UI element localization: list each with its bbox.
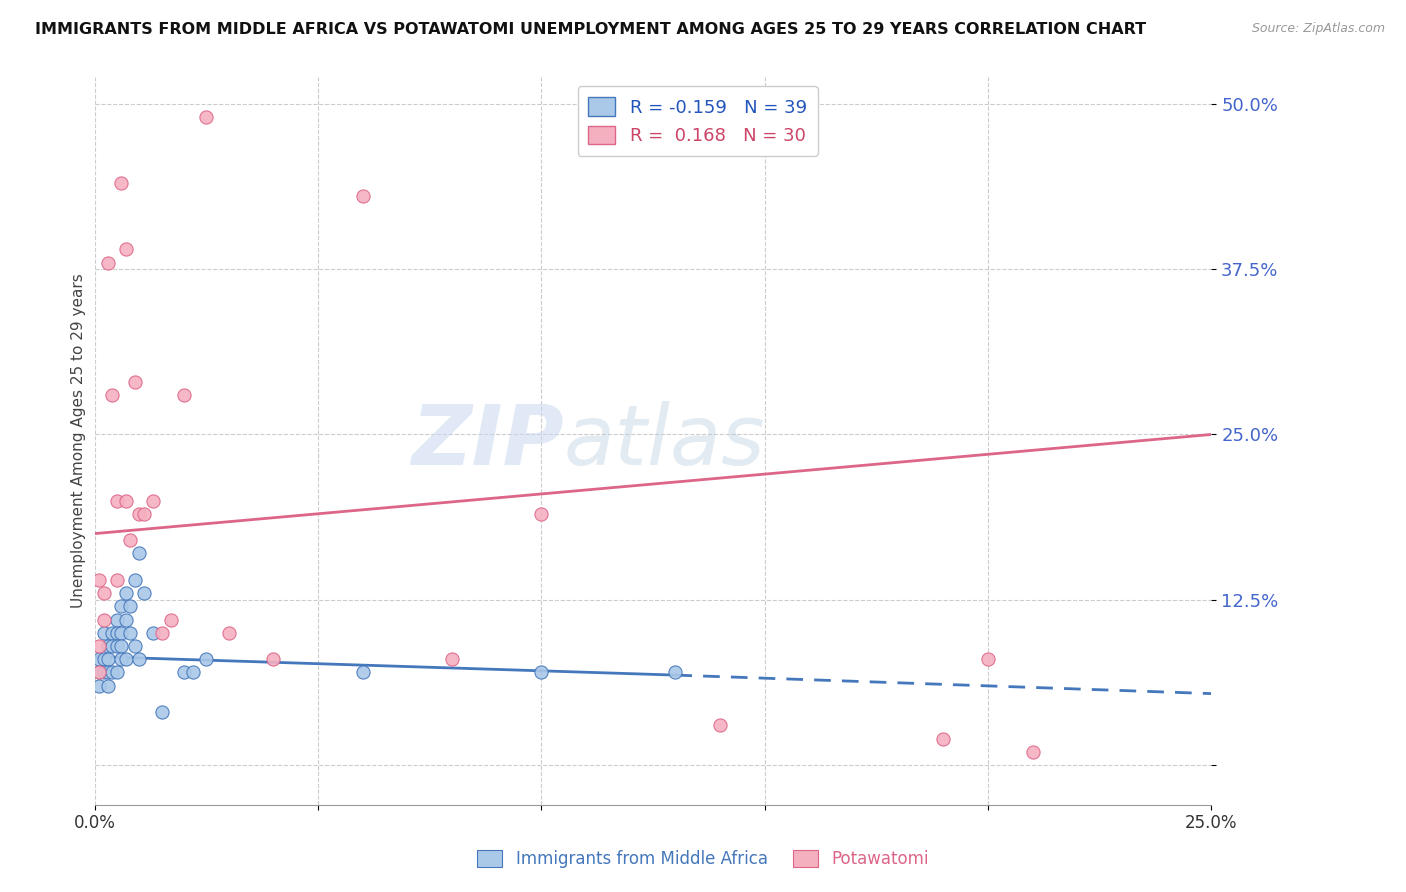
Point xyxy=(181,665,204,680)
Point xyxy=(150,625,173,640)
Text: ZIP: ZIP xyxy=(411,401,564,482)
Point xyxy=(150,705,173,719)
Point xyxy=(142,493,165,508)
Point xyxy=(128,652,150,666)
Point xyxy=(124,639,146,653)
Point xyxy=(115,586,138,600)
Point xyxy=(87,679,110,693)
Point xyxy=(115,243,138,257)
Point xyxy=(101,625,124,640)
Legend: R = -0.159   N = 39, R =  0.168   N = 30: R = -0.159 N = 39, R = 0.168 N = 30 xyxy=(578,87,818,156)
Point xyxy=(932,731,955,746)
Point xyxy=(97,679,120,693)
Point xyxy=(195,652,218,666)
Point xyxy=(97,665,120,680)
Point xyxy=(105,665,128,680)
Legend: Immigrants from Middle Africa, Potawatomi: Immigrants from Middle Africa, Potawatom… xyxy=(471,843,935,875)
Point xyxy=(128,546,150,560)
Point xyxy=(352,189,374,203)
Point xyxy=(132,586,155,600)
Point xyxy=(110,625,132,640)
Point xyxy=(105,625,128,640)
Point xyxy=(101,665,124,680)
Point xyxy=(173,665,195,680)
Point xyxy=(530,507,553,521)
Point xyxy=(977,652,1000,666)
Point xyxy=(120,533,142,548)
Point xyxy=(110,599,132,614)
Point xyxy=(87,652,110,666)
Point xyxy=(105,613,128,627)
Point xyxy=(101,388,124,402)
Point xyxy=(115,613,138,627)
Point xyxy=(105,639,128,653)
Point xyxy=(93,625,115,640)
Point xyxy=(110,652,132,666)
Point xyxy=(124,573,146,587)
Point xyxy=(709,718,731,732)
Point xyxy=(97,639,120,653)
Point xyxy=(195,110,218,124)
Point xyxy=(110,176,132,190)
Point xyxy=(124,375,146,389)
Point xyxy=(173,388,195,402)
Point xyxy=(101,639,124,653)
Text: Source: ZipAtlas.com: Source: ZipAtlas.com xyxy=(1251,22,1385,36)
Point xyxy=(93,652,115,666)
Point xyxy=(218,625,240,640)
Point xyxy=(530,665,553,680)
Point xyxy=(87,573,110,587)
Point xyxy=(93,665,115,680)
Point xyxy=(97,652,120,666)
Point xyxy=(115,493,138,508)
Point xyxy=(93,586,115,600)
Y-axis label: Unemployment Among Ages 25 to 29 years: Unemployment Among Ages 25 to 29 years xyxy=(72,274,86,608)
Point xyxy=(87,665,110,680)
Point xyxy=(1022,745,1045,759)
Point xyxy=(115,652,138,666)
Point xyxy=(664,665,686,680)
Point xyxy=(105,573,128,587)
Point xyxy=(132,507,155,521)
Point xyxy=(93,613,115,627)
Text: IMMIGRANTS FROM MIDDLE AFRICA VS POTAWATOMI UNEMPLOYMENT AMONG AGES 25 TO 29 YEA: IMMIGRANTS FROM MIDDLE AFRICA VS POTAWAT… xyxy=(35,22,1146,37)
Point xyxy=(440,652,463,666)
Point xyxy=(105,493,128,508)
Point xyxy=(262,652,284,666)
Point xyxy=(120,599,142,614)
Point xyxy=(142,625,165,640)
Text: atlas: atlas xyxy=(564,401,765,482)
Point xyxy=(97,255,120,269)
Point xyxy=(110,639,132,653)
Point xyxy=(120,625,142,640)
Point xyxy=(128,507,150,521)
Point xyxy=(87,639,110,653)
Point xyxy=(87,665,110,680)
Point xyxy=(352,665,374,680)
Point xyxy=(159,613,181,627)
